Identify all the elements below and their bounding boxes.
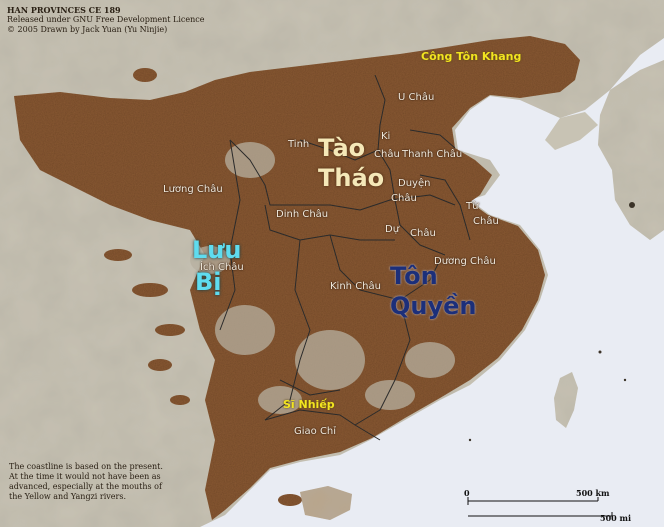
label-sun-quan-line2: Quyền bbox=[390, 292, 477, 320]
label-liu-bei-line1: Lưu bbox=[192, 236, 242, 264]
label-ki-line2: Châu bbox=[374, 149, 400, 160]
taiwan-island bbox=[554, 372, 578, 428]
hainan-island bbox=[300, 486, 352, 520]
mountain-patches bbox=[190, 142, 455, 414]
brown-specks bbox=[104, 68, 302, 506]
label-ich-chau: Ích Châu bbox=[200, 262, 244, 273]
label-sun-quan-line1: Tôn bbox=[390, 262, 438, 290]
label-tu-line1: Từ bbox=[466, 201, 479, 212]
scale-bar bbox=[467, 497, 613, 517]
scale-km-label: 500 km bbox=[576, 488, 610, 498]
coastline-note: The coastline is based on the present. A… bbox=[9, 462, 163, 501]
scale-zero-label: 0 bbox=[464, 488, 470, 498]
label-duong-chau: Dương Châu bbox=[434, 256, 496, 267]
label-cao-cao-line1: Tào bbox=[318, 134, 366, 162]
han-territory bbox=[14, 36, 580, 520]
label-thanh-chau: Thanh Châu bbox=[402, 149, 463, 160]
label-tinh: Tinh bbox=[288, 139, 310, 150]
korean-peninsula bbox=[598, 60, 664, 240]
label-giao-chi: Giao Chỉ bbox=[294, 426, 337, 437]
label-luong-chau: Lương Châu bbox=[163, 184, 223, 195]
small-islands bbox=[468, 202, 635, 442]
label-tu-line2: Châu bbox=[473, 216, 499, 227]
license-line: Released under GNU Free Development Lice… bbox=[7, 15, 205, 24]
label-kinh-chau: Kinh Châu bbox=[330, 281, 381, 292]
map-header: HAN PROVINCES CE 189 Released under GNU … bbox=[7, 5, 205, 35]
scale-mi-label: 500 mi bbox=[600, 513, 631, 523]
province-boundaries bbox=[219, 74, 471, 441]
label-dinh-chau: Dinh Châu bbox=[276, 209, 329, 220]
label-du-line2: Châu bbox=[410, 228, 436, 239]
map-title: HAN PROVINCES CE 189 bbox=[7, 5, 121, 15]
label-ki-line1: Ki bbox=[381, 131, 391, 142]
label-liu-bei-line2: Bị bbox=[195, 268, 222, 296]
label-gongsun-kang: Công Tôn Khang bbox=[421, 50, 522, 63]
label-u-chau: U Châu bbox=[398, 92, 435, 103]
label-shi-xie: Sĩ Nhiếp bbox=[283, 398, 335, 411]
liaodong-peninsula bbox=[545, 112, 598, 150]
credit-line: © 2005 Drawn by Jack Yuan (Yu Ninjie) bbox=[7, 25, 168, 34]
label-duyen-line2: Châu bbox=[391, 193, 417, 204]
label-du-line1: Dự bbox=[385, 224, 400, 235]
label-duyen-line1: Duyện bbox=[398, 178, 431, 189]
label-cao-cao-line2: Tháo bbox=[318, 164, 385, 192]
